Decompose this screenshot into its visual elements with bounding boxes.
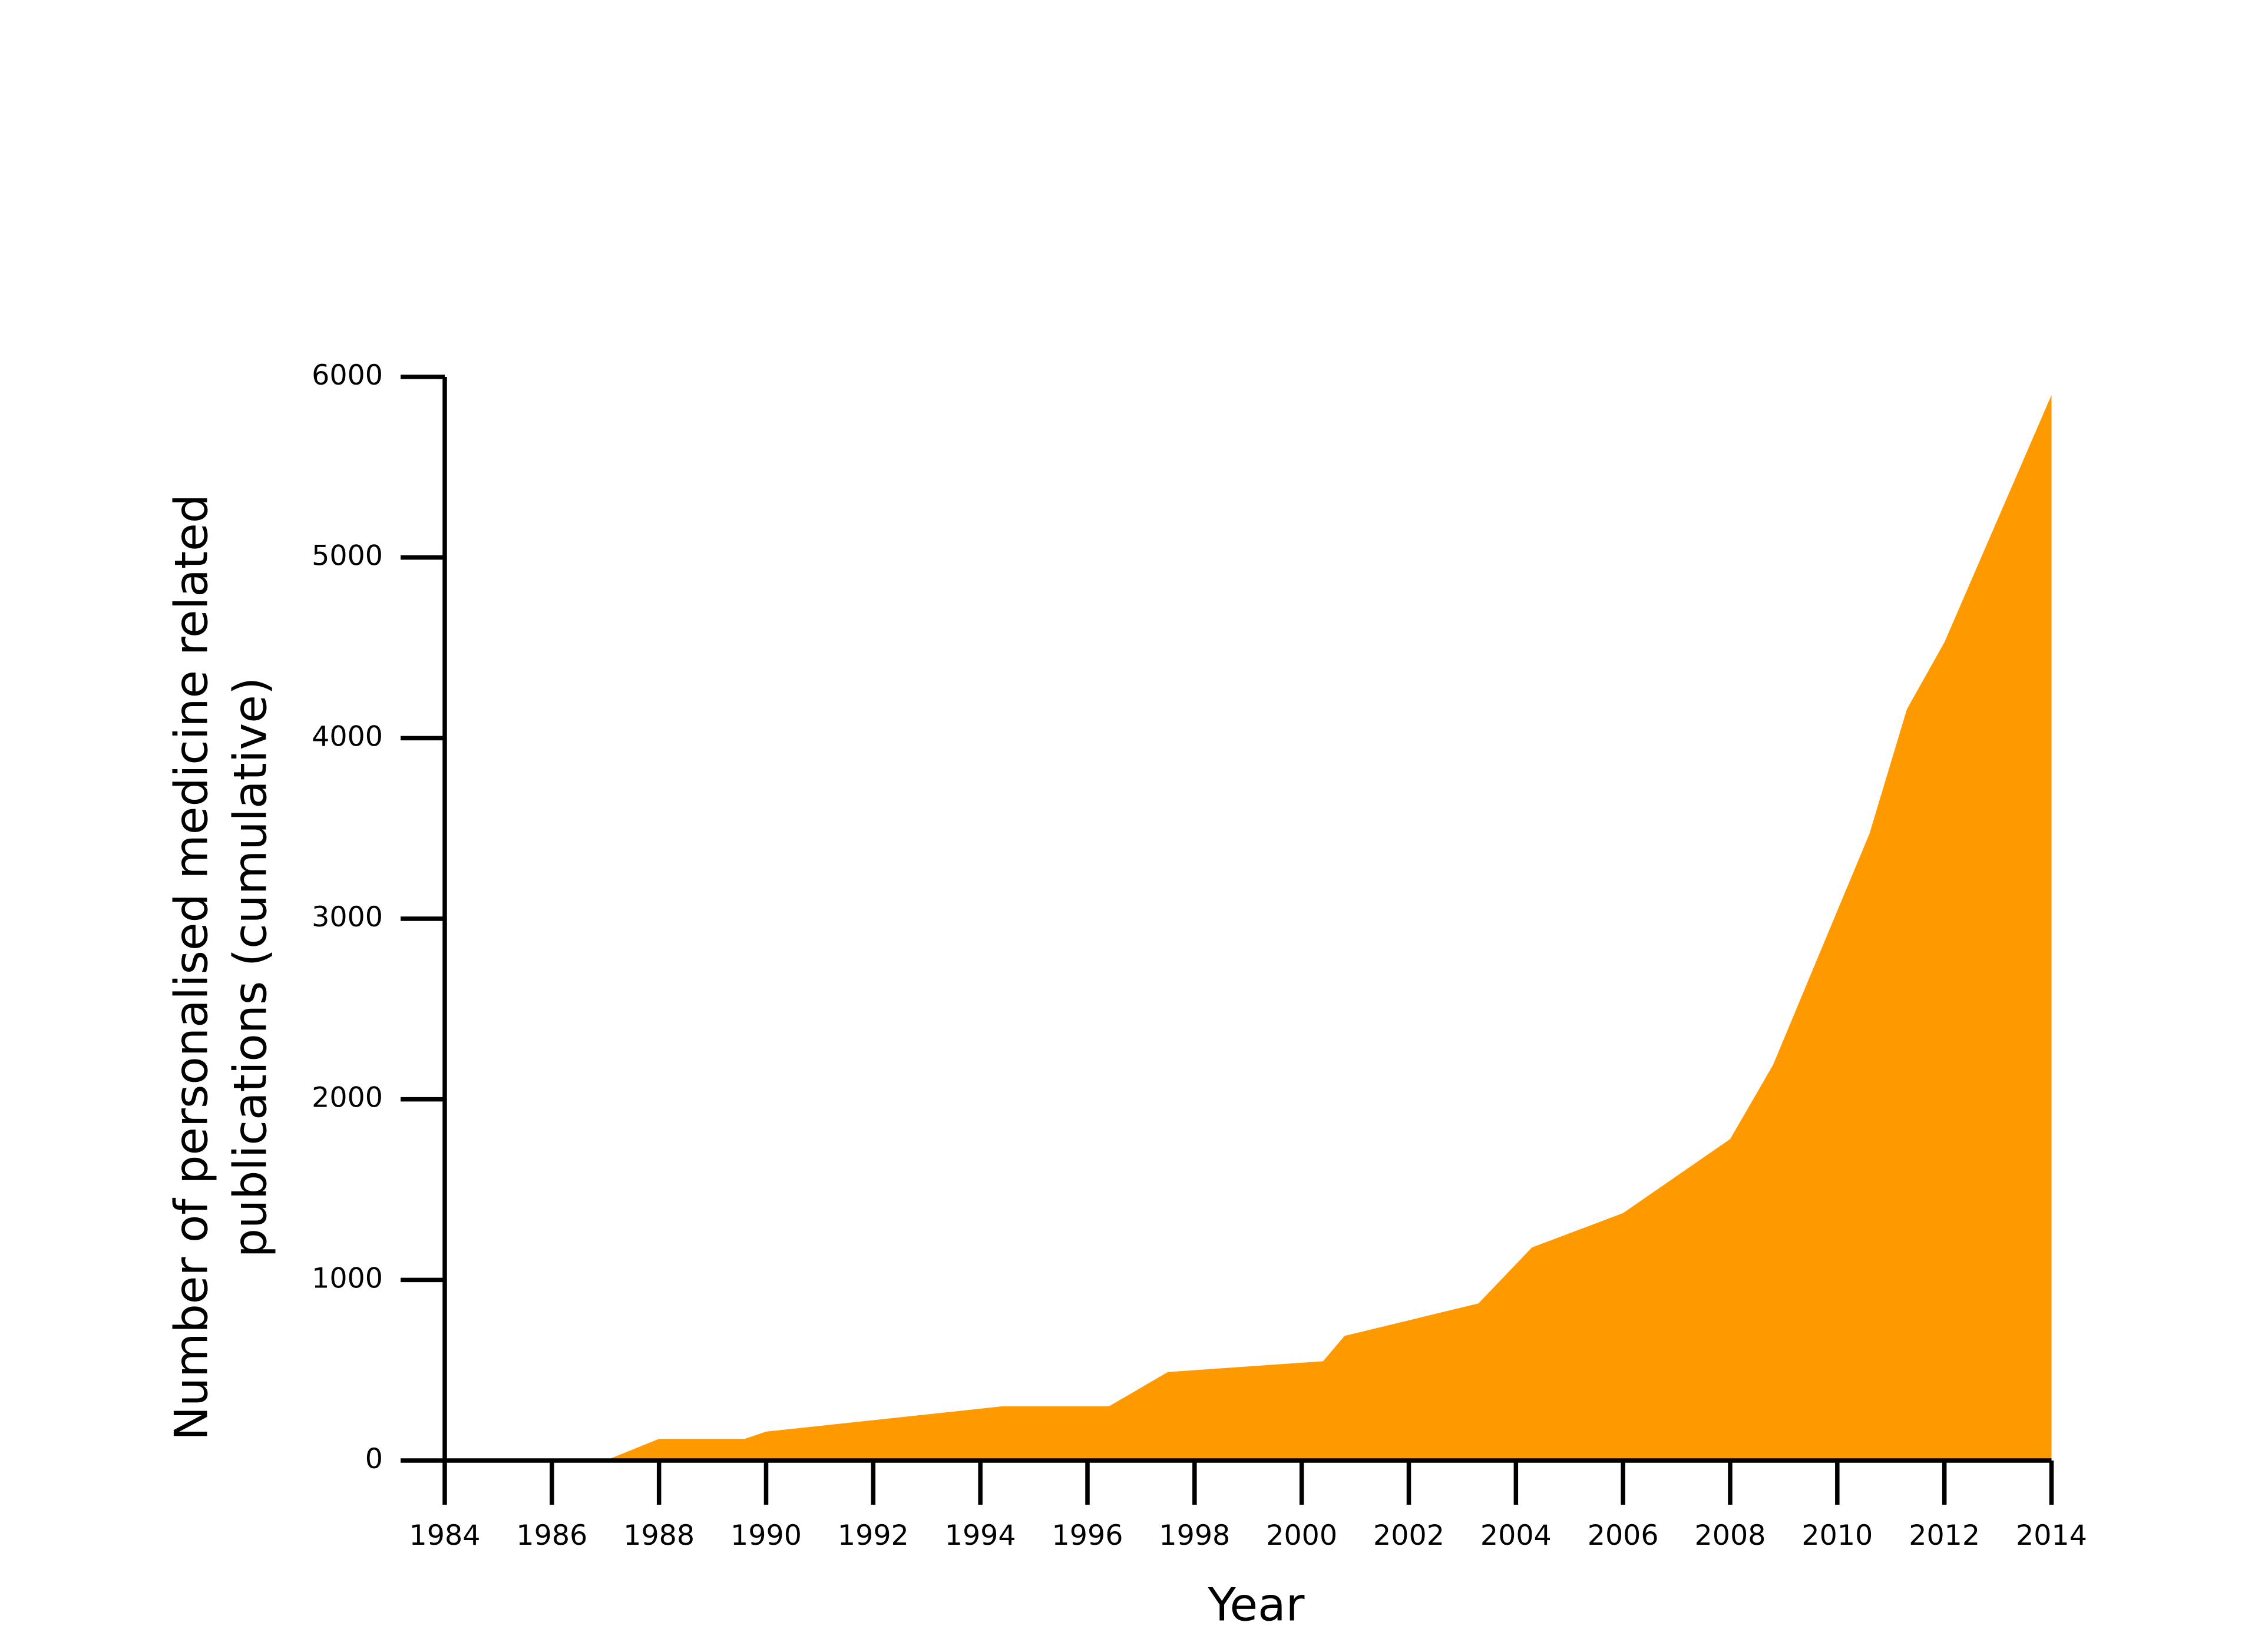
x-tick-label: 1994 bbox=[945, 1519, 1016, 1552]
y-tick-label: 1000 bbox=[312, 1262, 383, 1294]
x-tick-label: 1984 bbox=[409, 1519, 481, 1552]
y-tick-label: 6000 bbox=[312, 359, 383, 392]
y-axis-title-line: publications (cumulative) bbox=[224, 677, 277, 1257]
y-tick-label: 4000 bbox=[312, 720, 383, 753]
x-tick-label: 2008 bbox=[1695, 1519, 1766, 1552]
y-tick-label: 5000 bbox=[312, 540, 383, 572]
x-tick-label: 2012 bbox=[1909, 1519, 1980, 1552]
y-tick-label: 2000 bbox=[312, 1082, 383, 1114]
y-tick-label: 0 bbox=[365, 1443, 383, 1475]
x-tick-label: 1998 bbox=[1159, 1519, 1230, 1552]
area bbox=[445, 395, 2052, 1461]
y-axis-title-line: Number of personalised medicine related bbox=[165, 494, 218, 1441]
x-tick-label: 1992 bbox=[838, 1519, 909, 1552]
x-tick-label: 2002 bbox=[1373, 1519, 1444, 1552]
x-tick-label: 1996 bbox=[1052, 1519, 1123, 1552]
x-tick-label: 2006 bbox=[1588, 1519, 1659, 1552]
x-tick-label: 2000 bbox=[1266, 1519, 1337, 1552]
x-tick-label: 2010 bbox=[1801, 1519, 1873, 1552]
y-axis-title: Number of personalised medicine related … bbox=[165, 494, 277, 1441]
x-tick-label: 1986 bbox=[516, 1519, 587, 1552]
x-axis-title: Year bbox=[1207, 1578, 1304, 1631]
y-tick-label: 3000 bbox=[312, 901, 383, 933]
x-tick-label: 1988 bbox=[623, 1519, 695, 1552]
x-tick-label: 2004 bbox=[1480, 1519, 1552, 1552]
x-tick-label: 1990 bbox=[730, 1519, 802, 1552]
x-tick-label: 2014 bbox=[2016, 1519, 2087, 1552]
